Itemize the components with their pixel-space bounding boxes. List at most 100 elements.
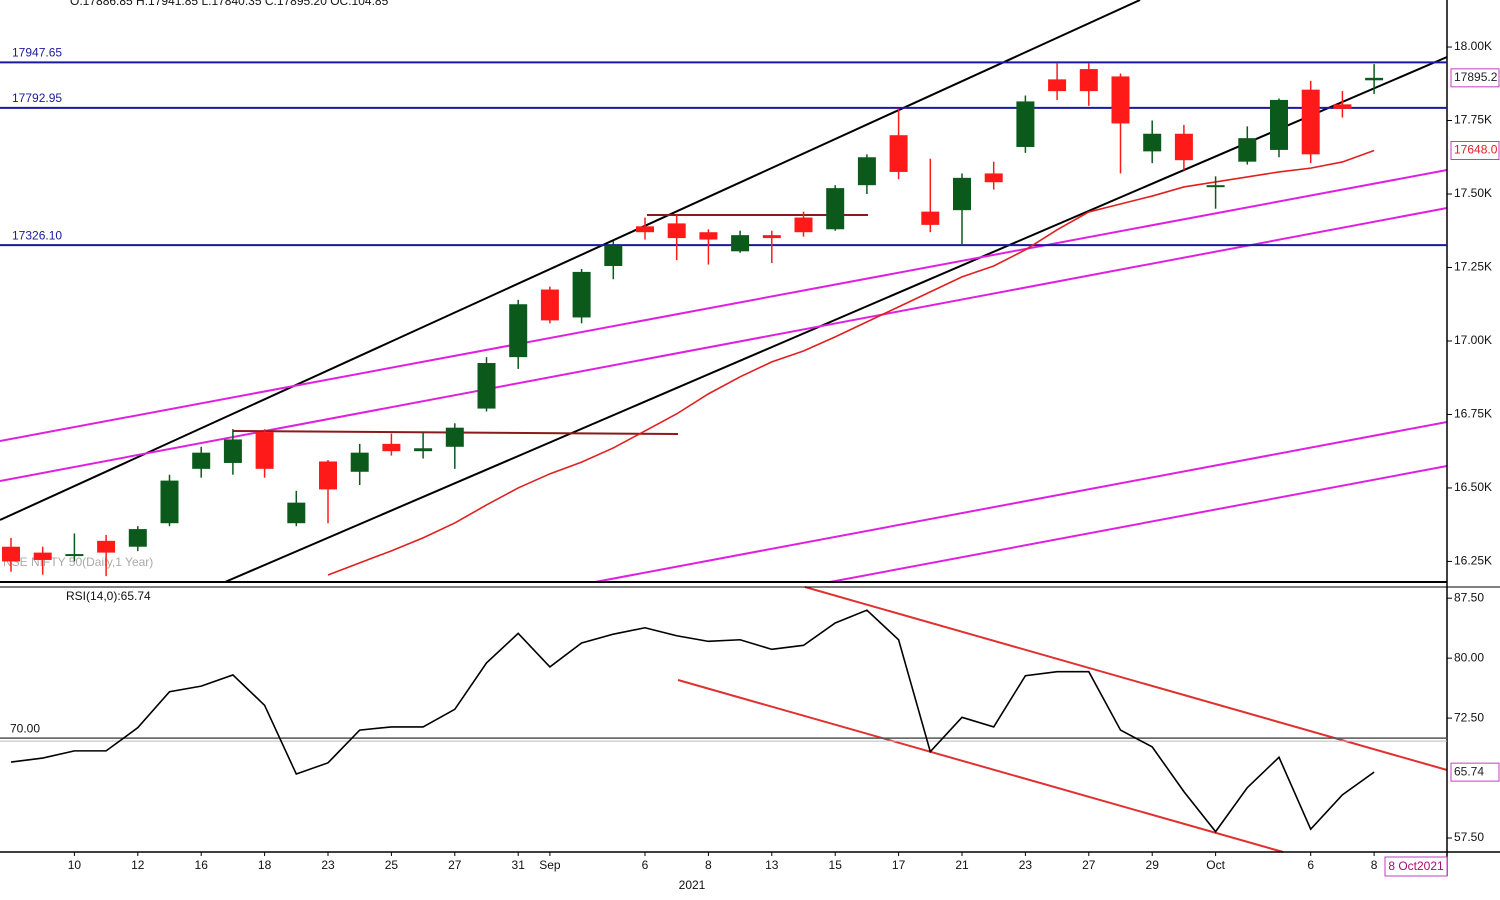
rsi-tick-label: 87.50: [1454, 590, 1484, 604]
price-marker-label: 65.74: [1454, 764, 1484, 778]
candle-body: [1048, 79, 1067, 92]
candle-body: [1333, 104, 1352, 109]
candle-body: [731, 235, 750, 252]
rsi-channel-lower: [677, 679, 1284, 853]
y-tick-label: 17.75K: [1454, 113, 1492, 127]
rsi-level-label: 70.00: [10, 721, 40, 735]
magenta-line: [594, 421, 1448, 583]
x-tick-label: 23: [321, 858, 335, 872]
candle-body: [97, 540, 116, 553]
x-tick-label: Oct: [1206, 858, 1225, 872]
x-tick-label: 6: [642, 858, 649, 872]
price-marker-label: 17895.2: [1454, 70, 1498, 84]
x-tick-label: 31: [512, 858, 526, 872]
level-label: 17947.65: [12, 46, 62, 60]
candle-body: [33, 552, 52, 560]
candle-body: [604, 245, 623, 267]
trend-lines: [0, 0, 1448, 853]
x-tick-label: 18: [258, 858, 272, 872]
x-tick-label: 10: [68, 858, 82, 872]
price-marker-label: 17648.0: [1454, 143, 1498, 157]
candle-body: [382, 443, 401, 452]
x-tick-label: 6: [1307, 858, 1314, 872]
rsi-title: RSI(14,0):65.74: [66, 589, 151, 603]
candle-body: [826, 188, 845, 230]
x-tick-label: 27: [1082, 858, 1096, 872]
candle-body: [540, 289, 559, 321]
candle-body: [984, 173, 1003, 183]
candle-body: [889, 135, 908, 172]
rsi-tick-label: 80.00: [1454, 650, 1484, 664]
candle-body: [477, 363, 496, 409]
y-tick-label: 17.50K: [1454, 186, 1492, 200]
y-tick-label: 16.75K: [1454, 407, 1492, 421]
candle-body: [1143, 133, 1162, 152]
candle-body: [1079, 69, 1098, 92]
candle-body: [762, 235, 781, 239]
x-tick-label: 13: [765, 858, 779, 872]
x-tick-label: 29: [1146, 858, 1160, 872]
level-label: 17792.95: [12, 91, 62, 105]
y-tick-label: 17.25K: [1454, 260, 1492, 274]
x-tick-label: Sep: [539, 858, 561, 872]
price-marker: [1450, 140, 1500, 160]
candle-body: [223, 439, 242, 463]
magenta-line: [0, 207, 1448, 482]
candle-body: [414, 448, 433, 452]
y-tick-label: 17.00K: [1454, 333, 1492, 347]
candle-body: [667, 223, 686, 239]
candle-body: [287, 502, 306, 524]
candle-body: [699, 232, 718, 240]
candle-body: [1111, 76, 1130, 124]
x-tick-label: 21: [955, 858, 969, 872]
candle-body: [350, 452, 369, 472]
ohlc-header: O:17886.85 H:17941.85 L:17840.35 C:17895…: [70, 0, 389, 8]
moving-average: [327, 149, 1375, 576]
x-tick-label: 8: [1371, 858, 1378, 872]
x-tick-label: 23: [1019, 858, 1033, 872]
candle-body: [1301, 89, 1320, 155]
candle-body: [2, 546, 20, 562]
magenta-line: [0, 169, 1448, 442]
candle-body: [65, 554, 84, 557]
candle-body: [921, 211, 940, 225]
price-marker: [1450, 762, 1500, 782]
candle-body: [794, 217, 813, 233]
rsi-tick-label: 57.50: [1454, 830, 1484, 844]
x-tick-label: 25: [385, 858, 399, 872]
candle-body: [1016, 101, 1035, 147]
y-tick-label: 16.25K: [1454, 554, 1492, 568]
price-marker: [1450, 68, 1500, 88]
candle-body: [319, 461, 337, 490]
rsi-line: [10, 609, 1375, 833]
x-tick-label: 27: [448, 858, 462, 872]
rsi-channel-upper: [804, 586, 1448, 771]
candle-body: [953, 177, 971, 211]
magenta-line: [829, 465, 1448, 583]
candle-body: [160, 480, 179, 524]
candle-body: [1238, 138, 1257, 162]
candle-body: [1365, 77, 1384, 81]
date-box: [1384, 856, 1448, 877]
candle-body: [128, 529, 147, 547]
candle-body: [1270, 99, 1288, 150]
year-label: 2021: [679, 878, 706, 892]
candle-body: [1174, 133, 1193, 161]
candle-body: [445, 427, 464, 447]
x-tick-label: 17: [892, 858, 906, 872]
candle-body: [636, 226, 654, 233]
candle-body: [572, 271, 591, 318]
candle-body: [857, 157, 876, 186]
candle-body: [255, 432, 274, 469]
y-tick-label: 18.00K: [1454, 39, 1492, 53]
channel-upper: [0, 0, 1141, 521]
candle-body: [192, 452, 211, 469]
x-tick-label: 8: [705, 858, 712, 872]
candle-body: [1206, 185, 1225, 188]
candle-body: [509, 304, 528, 358]
x-tick-label: 15: [829, 858, 843, 872]
rsi-tick-label: 72.50: [1454, 710, 1484, 724]
x-tick-label: 12: [131, 858, 145, 872]
watermark: NSE NIFTY 50(Daily,1 Year): [3, 555, 153, 569]
